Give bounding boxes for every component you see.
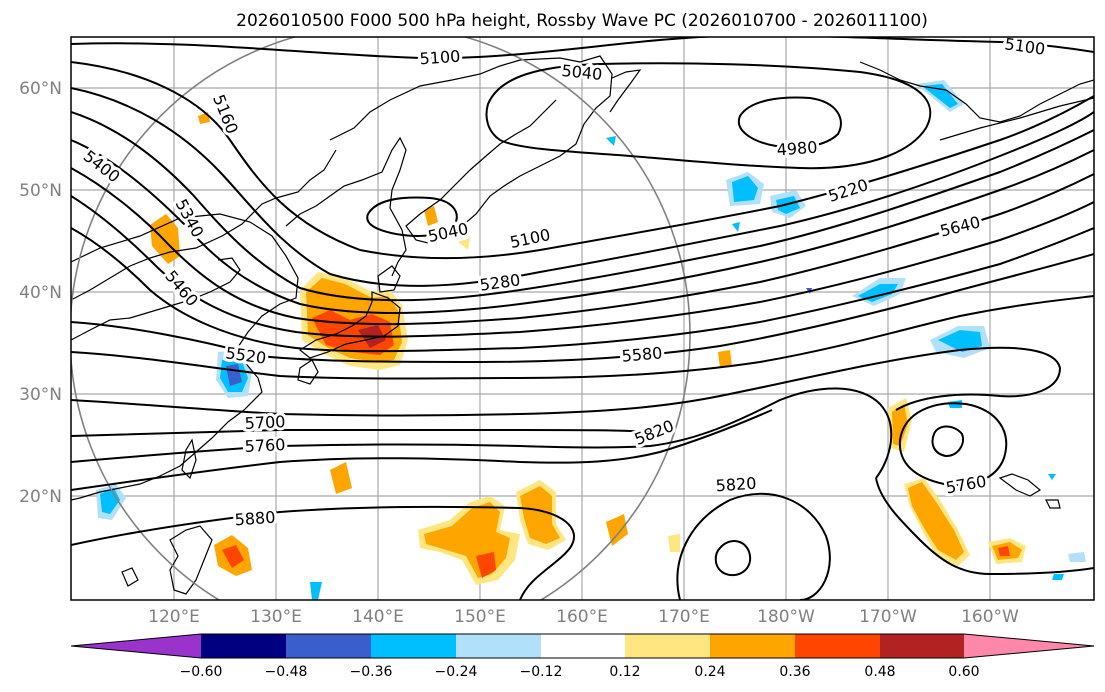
highlight-circle (71, 37, 691, 600)
colorbar-tick-label: 0.24 (694, 664, 725, 680)
height-contours (71, 37, 1094, 600)
lat-tick-label: 60°N (19, 79, 62, 99)
lat-tick-label: 30°N (19, 385, 62, 405)
colorbar-segment (710, 634, 795, 658)
colorbar-tick-label: 0.12 (609, 664, 640, 680)
colorbar-tick-label: −0.36 (350, 664, 393, 680)
contour-label: 5820 (715, 474, 757, 496)
map-title: 2026010500 F000 500 hPa height, Rossby W… (236, 11, 928, 31)
colorbar-outline (70, 633, 1095, 659)
lon-tick-label: 170°W (859, 607, 917, 627)
lon-tick-label: 140°E (352, 607, 404, 627)
colorbar-tick-label: −0.12 (520, 664, 563, 680)
lon-tick-label: 180°W (757, 607, 815, 627)
colorbar-segment (371, 634, 456, 658)
contour-label: 4980 (776, 138, 818, 160)
colorbar-segment (625, 634, 710, 658)
colorbar-segment (541, 634, 625, 658)
colorbar-segment (456, 634, 541, 658)
colorbar-tick-label: −0.60 (180, 664, 223, 680)
contour-label: 5700 (244, 412, 286, 433)
colorbar-tick-label: 0.60 (948, 664, 979, 680)
colorbar: −0.60 −0.48 −0.36 −0.24 −0.12 0.12 0.24 … (70, 633, 1095, 680)
colorbar-segment (880, 634, 964, 658)
lon-tick-label: 170°E (658, 607, 710, 627)
colorbar-segment (286, 634, 371, 658)
colorbar-segment (795, 634, 880, 658)
lat-ticks: 60°N 50°N 40°N 30°N 20°N (19, 79, 62, 507)
colorbar-segment (201, 634, 286, 658)
lon-tick-label: 160°W (961, 607, 1019, 627)
contour-label: 5880 (234, 508, 276, 530)
lat-tick-label: 20°N (19, 487, 62, 507)
lon-tick-label: 150°E (454, 607, 506, 627)
lon-tick-label: 160°E (556, 607, 608, 627)
lat-tick-label: 40°N (19, 283, 62, 303)
colorbar-tick-label: 0.36 (779, 664, 810, 680)
colorbar-tick-label: −0.24 (435, 664, 478, 680)
map-panel: 5100 5040 5100 5160 5400 5340 4980 5220 … (71, 37, 1094, 600)
lon-ticks: 120°E 130°E 140°E 150°E 160°E 170°E 180°… (148, 607, 1019, 627)
lon-tick-label: 130°E (250, 607, 302, 627)
lat-tick-label: 50°N (19, 181, 62, 201)
contour-label: 5100 (419, 47, 461, 69)
colorbar-tick-label: 0.48 (864, 664, 895, 680)
colorbar-segment (964, 634, 1094, 658)
contour-label: 5760 (244, 435, 286, 456)
lon-tick-label: 120°E (148, 607, 200, 627)
colorbar-segment (71, 634, 201, 658)
colorbar-tick-label: −0.48 (265, 664, 308, 680)
shaded-anomalies (96, 80, 1086, 600)
map-frame (70, 36, 1095, 601)
contour-label: 5580 (621, 343, 663, 365)
